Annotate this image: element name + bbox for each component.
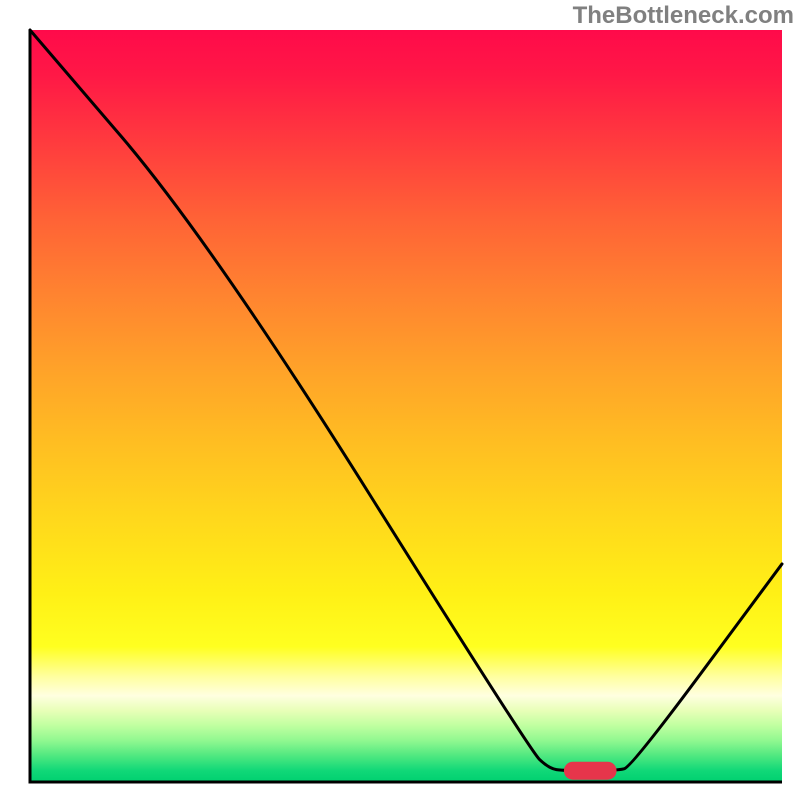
chart-container: TheBottleneck.com [0,0,800,800]
optimum-marker [564,762,617,780]
gradient-background [30,30,782,782]
chart-plot [0,0,800,800]
